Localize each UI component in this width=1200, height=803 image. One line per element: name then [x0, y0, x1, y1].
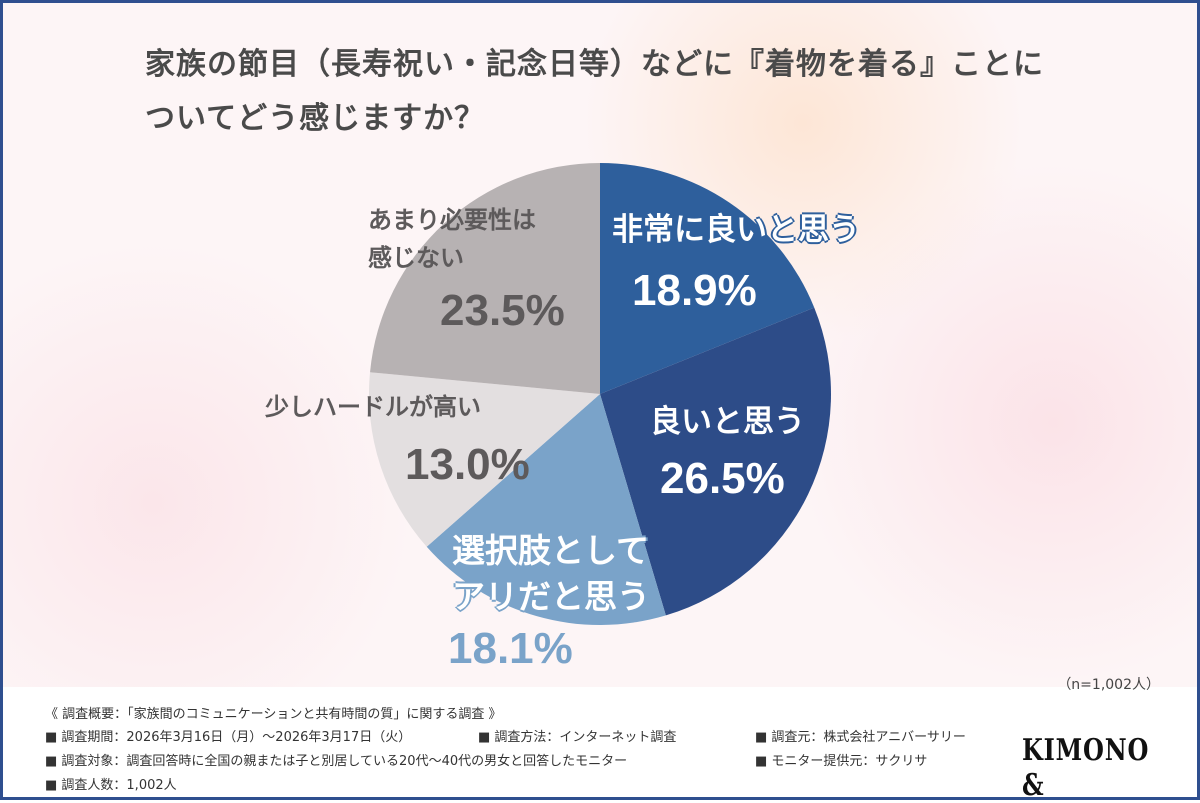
pie-slice-2	[426, 394, 666, 625]
footer-panel	[3, 687, 1197, 797]
slice-label-unnecessary-line1: あまり必要性は	[368, 206, 536, 234]
slice-value-hurdle: 13.0%	[405, 440, 530, 489]
slice-value-very-good: 18.9%	[632, 266, 757, 315]
pie-slice-3	[368, 372, 600, 547]
slice-value-good: 26.5%	[660, 454, 785, 503]
pie-slice-0	[600, 163, 815, 394]
sample-size-note: （n=1,002人）	[1057, 677, 1160, 693]
survey-target: ■ 調査対象：調査回答時に全国の親または子と別居している20代〜40代の男女と回…	[45, 754, 628, 769]
slice-label-very-good: 非常に良いと思う	[612, 212, 860, 248]
survey-method: ■ 調査方法：インターネット調査	[478, 730, 677, 745]
slice-label-good: 良いと思う	[650, 404, 805, 440]
slice-value-unnecessary: 23.5%	[440, 286, 565, 335]
slice-value-acceptable: 18.1%	[448, 624, 573, 673]
survey-period: ■ 調査期間：2026年3月16日（月）〜2026年3月17日（火）	[45, 730, 412, 745]
slice-label-acceptable-line1: 選択肢として	[452, 531, 650, 570]
pie-slice-1	[600, 307, 831, 616]
title-line-2: ついてどう感じますか？	[145, 101, 486, 136]
kimono-logo: KIMONO &	[1022, 733, 1150, 803]
survey-source: ■ 調査元：株式会社アニバーサリー	[755, 730, 966, 745]
survey-count: ■ 調査人数：1,002人	[45, 778, 177, 793]
survey-provider: ■ モニター提供元：サクリサ	[755, 754, 928, 769]
slice-label-hurdle: 少しハードルが高い	[265, 393, 481, 421]
slice-label-acceptable-line2: アリだと思う	[452, 577, 650, 616]
pie-slice-4	[370, 163, 600, 394]
title-line-1: 家族の節目（長寿祝い・記念日等）などに『着物を着る』ことに	[145, 47, 1044, 82]
chart-title: 家族の節目（長寿祝い・記念日等）などに『着物を着る』ことに ついてどう感じますか…	[145, 38, 1044, 146]
survey-heading: 《 調査概要：「家族間のコミュニケーションと共有時間の質」に関する調査 》	[45, 707, 502, 722]
slice-label-unnecessary-line2: 感じない	[368, 244, 464, 272]
